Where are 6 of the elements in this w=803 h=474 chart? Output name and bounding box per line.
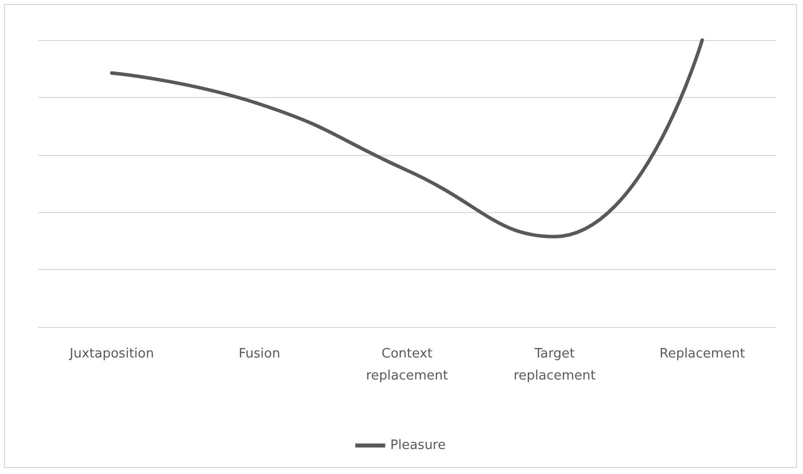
x-tick-label: Target replacement — [514, 346, 596, 384]
x-tick-label: Juxtaposition — [68, 346, 154, 362]
legend-label: Pleasure — [390, 438, 446, 453]
x-tick-label: Fusion — [238, 346, 280, 362]
x-tick-label: Context replacement — [366, 346, 448, 384]
x-tick-label: Replacement — [659, 346, 745, 362]
